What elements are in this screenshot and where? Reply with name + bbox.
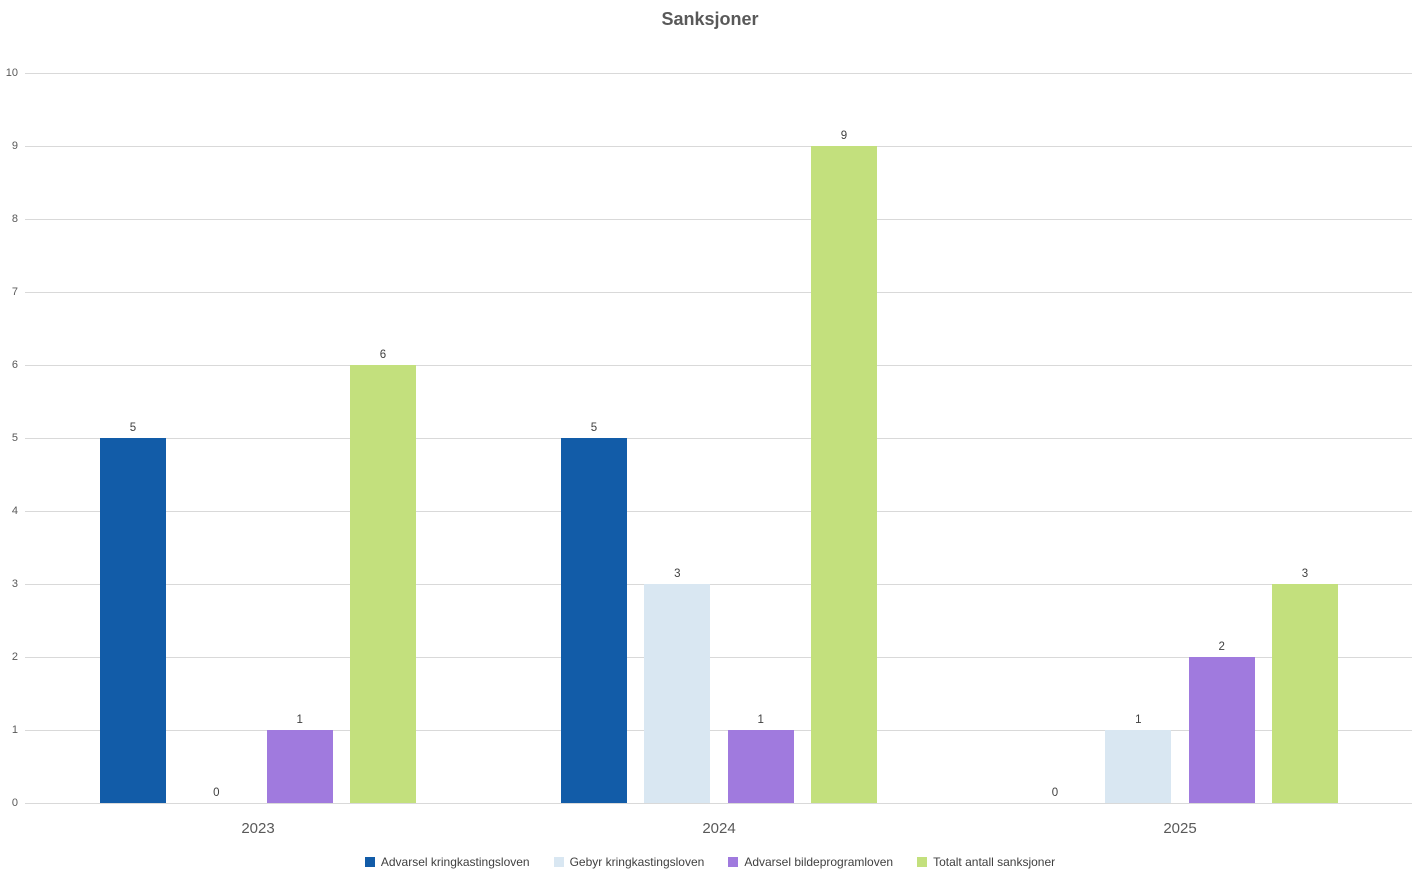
- gridline-y-3: [25, 584, 1412, 585]
- gridline-y-4: [25, 511, 1412, 512]
- plot-area: 5 0 1 6 5 3 1 9 0 1 2 3: [25, 73, 1412, 804]
- y-axis-tick-label-7: 7: [11, 286, 18, 298]
- bar-2024-totalt-antall-sanksjoner: [810, 146, 877, 803]
- bar-slot: 0: [1022, 73, 1088, 803]
- bar-group-2023: 5 0 1 6: [100, 73, 416, 803]
- bar-value-label: 6: [379, 349, 387, 361]
- bar-value-label: 5: [129, 422, 137, 434]
- bar-value-label: 2: [1218, 641, 1225, 653]
- y-axis-tick-label-10: 10: [5, 67, 18, 79]
- bar-value-label: 9: [840, 130, 848, 142]
- bar-slot: 5: [100, 73, 166, 803]
- gridline-y-10: [25, 73, 1412, 74]
- bar-2023-advarsel-kringkastingsloven: [100, 438, 166, 803]
- bar-slot: 2: [1188, 73, 1255, 803]
- y-axis-tick-label-2: 2: [11, 651, 18, 663]
- gridline-y-5: [25, 438, 1412, 439]
- bar-slot: 3: [644, 73, 711, 803]
- legend-label: Advarsel bildeprogramloven: [744, 855, 894, 869]
- bar-slot: 9: [810, 73, 877, 803]
- bar-slot: 1: [727, 73, 794, 803]
- bar-value-label: 1: [296, 714, 303, 726]
- legend-label: Totalt antall sanksjoner: [933, 855, 1056, 869]
- legend-label: Advarsel kringkastingsloven: [380, 855, 530, 869]
- gridline-y-9: [25, 146, 1412, 147]
- gridline-y-0: [25, 803, 1412, 804]
- bar-slot: 1: [266, 73, 333, 803]
- bar-slot: 0: [183, 73, 249, 803]
- bar-group-2025: 0 1 2 3: [1022, 73, 1338, 803]
- bar-value-label: 1: [757, 714, 764, 726]
- y-axis-tick-label-5: 5: [11, 432, 18, 444]
- legend-label: Gebyr kringkastingsloven: [569, 855, 705, 869]
- y-axis-tick-label-3: 3: [11, 578, 18, 590]
- legend-swatch-icon: [728, 857, 739, 867]
- bar-2024-advarsel-kringkastingsloven: [561, 438, 627, 803]
- y-axis-tick-label-8: 8: [11, 213, 18, 225]
- bar-value-label: 0: [1051, 787, 1059, 799]
- bar-value-label: 1: [1135, 714, 1142, 726]
- bar-2024-advarsel-bildeprogramloven: [727, 730, 794, 803]
- legend-item-totalt-antall-sanksjoner: Totalt antall sanksjoner: [917, 855, 1055, 869]
- bar-value-label: 0: [213, 787, 220, 799]
- gridline-y-1: [25, 730, 1412, 731]
- y-axis-tick-label-0: 0: [11, 797, 18, 809]
- legend: Advarsel kringkastingsloven Gebyr kringka…: [0, 855, 1420, 869]
- gridline-y-7: [25, 292, 1412, 293]
- legend-swatch-icon: [917, 857, 928, 867]
- y-axis-tick-label-6: 6: [11, 359, 18, 371]
- chart-title: Sanksjoner: [661, 9, 759, 29]
- bar-slot: 6: [349, 73, 416, 803]
- bar-value-label: 3: [674, 568, 681, 580]
- bar-2025-advarsel-bildeprogramloven: [1188, 657, 1255, 803]
- bar-slot: 5: [561, 73, 627, 803]
- gridline-y-8: [25, 219, 1412, 220]
- bar-2024-gebyr-kringkastingsloven: [644, 584, 711, 803]
- bar-slot: 3: [1271, 73, 1338, 803]
- bar-2023-advarsel-bildeprogramloven: [266, 730, 333, 803]
- bar-slot: 1: [1105, 73, 1172, 803]
- bar-value-label: 3: [1301, 568, 1309, 580]
- legend-swatch-icon: [364, 857, 375, 867]
- y-axis-tick-label-4: 4: [11, 505, 18, 517]
- legend-item-gebyr-kringkastingsloven: Gebyr kringkastingsloven: [553, 855, 705, 869]
- legend-item-advarsel-kringkastingsloven: Advarsel kringkastingsloven: [364, 855, 530, 869]
- y-axis-tick-label-1: 1: [11, 724, 18, 736]
- bar-2025-gebyr-kringkastingsloven: [1105, 730, 1172, 803]
- y-axis-tick-label-9: 9: [11, 140, 18, 152]
- x-axis-label-2025: 2025: [1163, 820, 1197, 837]
- x-axis-label-2023: 2023: [241, 820, 275, 837]
- bar-value-label: 5: [590, 422, 598, 434]
- gridline-y-6: [25, 365, 1412, 366]
- bar-2023-totalt-antall-sanksjoner: [349, 365, 416, 803]
- x-axis-label-2024: 2024: [702, 820, 736, 837]
- legend-item-advarsel-bildeprogramloven: Advarsel bildeprogramloven: [728, 855, 893, 869]
- bar-2025-totalt-antall-sanksjoner: [1271, 584, 1338, 803]
- legend-swatch-icon: [553, 857, 564, 867]
- bar-group-2024: 5 3 1 9: [561, 73, 877, 803]
- gridline-y-2: [25, 657, 1412, 658]
